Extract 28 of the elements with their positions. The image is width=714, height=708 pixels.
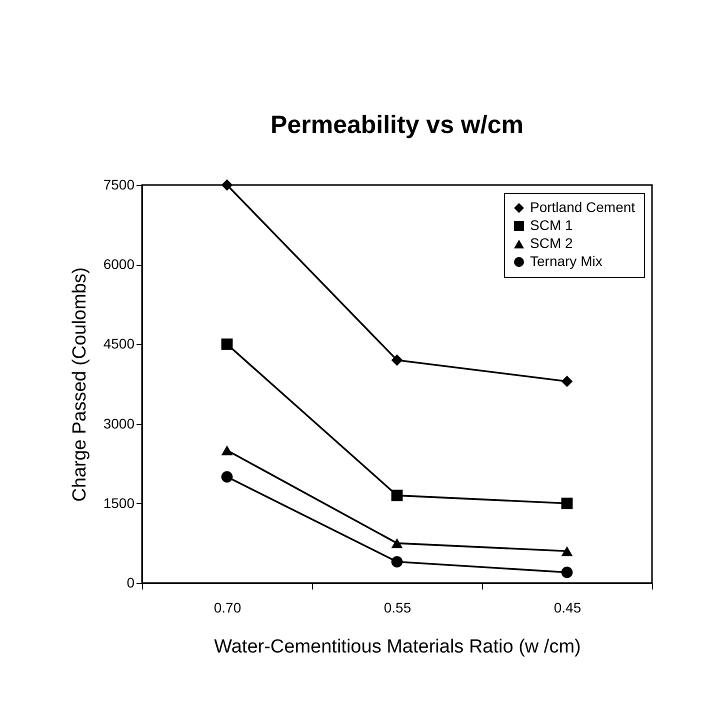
y-tick-label: 6000: [103, 256, 135, 272]
y-tick-label: 0: [126, 574, 135, 590]
point: [221, 445, 233, 456]
y-tick-label: 7500: [103, 176, 135, 192]
y-tick-label: 4500: [103, 336, 135, 352]
chart-title: Permeability vs w/cm: [270, 111, 524, 139]
y-tick-label: 1500: [103, 494, 135, 511]
y-axis-title: Charge Passed (Coulombs): [69, 267, 90, 502]
x-tick-label: 0.55: [384, 600, 412, 616]
point: [391, 354, 403, 366]
point: [561, 376, 573, 388]
point: [561, 498, 573, 510]
point: [391, 490, 403, 502]
legend-label: Portland Cement: [530, 199, 636, 215]
x-axis-title: Water-Cementitious Materials Ratio (w /cm): [214, 636, 581, 658]
point: [561, 566, 573, 578]
legend-label: SCM 1: [530, 217, 573, 233]
point: [221, 471, 233, 483]
point: [391, 538, 403, 548]
point: [561, 546, 573, 556]
y-tick-label: 3000: [103, 415, 135, 432]
point: [221, 338, 233, 350]
legend-label: SCM 2: [530, 235, 573, 251]
point: [221, 179, 233, 191]
x-tick-label: 0.45: [554, 600, 582, 616]
legend-label: Ternary Mix: [530, 253, 602, 269]
x-tick-label: 0.70: [214, 600, 242, 616]
point: [391, 556, 403, 568]
